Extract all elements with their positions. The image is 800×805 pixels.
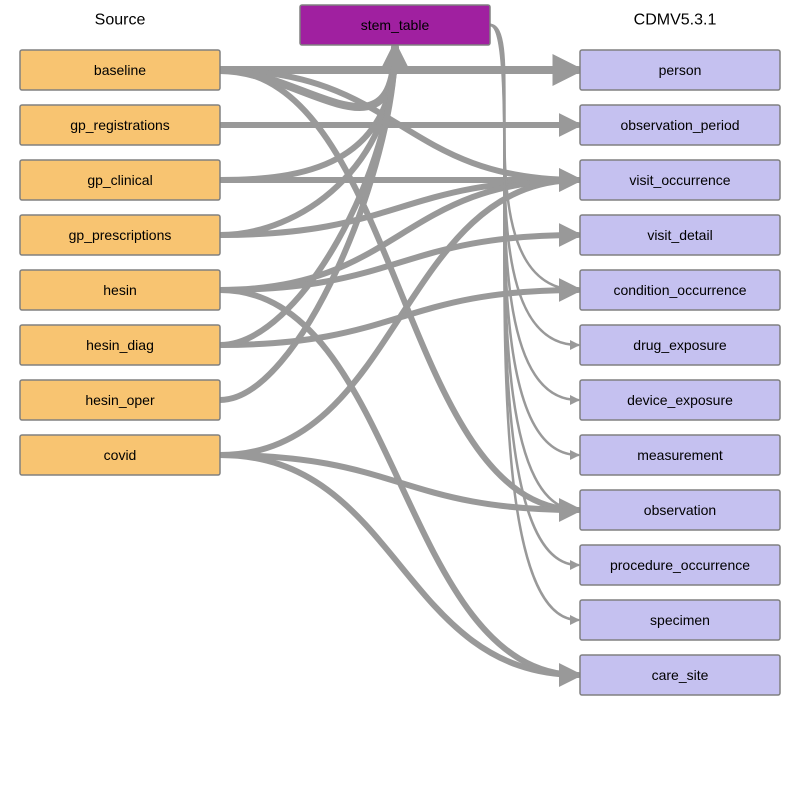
mapping-diagram: baseline gp_registrations gp_clinical gp_pr… bbox=[0, 0, 800, 805]
edge-baseline-to-stem bbox=[220, 47, 395, 107]
source-node-hesin_diag: hesin_diag bbox=[20, 325, 220, 365]
target-node-measurement: measurement bbox=[580, 435, 780, 475]
target-node-measurement-label: measurement bbox=[637, 447, 723, 463]
source-node-hesin_oper: hesin_oper bbox=[20, 380, 220, 420]
target-node-condition_occurrence: condition_occurrence bbox=[580, 270, 780, 310]
target-node-observation_period-label: observation_period bbox=[620, 117, 739, 133]
target-node-device_exposure-label: device_exposure bbox=[627, 392, 733, 408]
target-node-drug_exposure-label: drug_exposure bbox=[633, 337, 727, 353]
target-node-visit_detail: visit_detail bbox=[580, 215, 780, 255]
nodes-layer: baseline gp_registrations gp_clinical gp_pr… bbox=[20, 5, 780, 695]
source-node-gp_clinical-label: gp_clinical bbox=[87, 172, 152, 188]
target-node-device_exposure: device_exposure bbox=[580, 380, 780, 420]
target-node-visit_detail-label: visit_detail bbox=[647, 227, 712, 243]
target-node-visit_occurrence: visit_occurrence bbox=[580, 160, 780, 200]
header-source: Source bbox=[95, 12, 146, 29]
edges-layer bbox=[220, 25, 578, 675]
target-node-visit_occurrence-label: visit_occurrence bbox=[629, 172, 730, 188]
stem-node-stem_table: stem_table bbox=[300, 5, 490, 45]
source-node-covid-label: covid bbox=[104, 447, 137, 463]
source-node-hesin-label: hesin bbox=[103, 282, 136, 298]
source-node-hesin: hesin bbox=[20, 270, 220, 310]
source-node-covid: covid bbox=[20, 435, 220, 475]
target-node-condition_occurrence-label: condition_occurrence bbox=[613, 282, 746, 298]
stem-node-stem_table-label: stem_table bbox=[361, 17, 430, 33]
source-node-gp_registrations-label: gp_registrations bbox=[70, 117, 170, 133]
target-node-drug_exposure: drug_exposure bbox=[580, 325, 780, 365]
edge-covid-to-care_site bbox=[220, 455, 578, 675]
target-node-specimen: specimen bbox=[580, 600, 780, 640]
target-node-person: person bbox=[580, 50, 780, 90]
target-node-observation_period: observation_period bbox=[580, 105, 780, 145]
source-node-gp_registrations: gp_registrations bbox=[20, 105, 220, 145]
target-node-care_site: care_site bbox=[580, 655, 780, 695]
edge-hesin_diag-to-condition_occurrence bbox=[220, 290, 578, 345]
source-node-hesin_oper-label: hesin_oper bbox=[85, 392, 155, 408]
target-node-procedure_occurrence: procedure_occurrence bbox=[580, 545, 780, 585]
target-node-person-label: person bbox=[659, 62, 702, 78]
target-node-observation: observation bbox=[580, 490, 780, 530]
header-target: CDMV5.3.1 bbox=[634, 12, 717, 29]
target-node-specimen-label: specimen bbox=[650, 612, 710, 628]
source-node-gp_prescriptions-label: gp_prescriptions bbox=[69, 227, 172, 243]
source-node-gp_prescriptions: gp_prescriptions bbox=[20, 215, 220, 255]
target-node-care_site-label: care_site bbox=[652, 667, 709, 683]
source-node-gp_clinical: gp_clinical bbox=[20, 160, 220, 200]
source-node-baseline: baseline bbox=[20, 50, 220, 90]
target-node-procedure_occurrence-label: procedure_occurrence bbox=[610, 557, 750, 573]
source-node-baseline-label: baseline bbox=[94, 62, 146, 78]
source-node-hesin_diag-label: hesin_diag bbox=[86, 337, 154, 353]
target-node-observation-label: observation bbox=[644, 502, 716, 518]
